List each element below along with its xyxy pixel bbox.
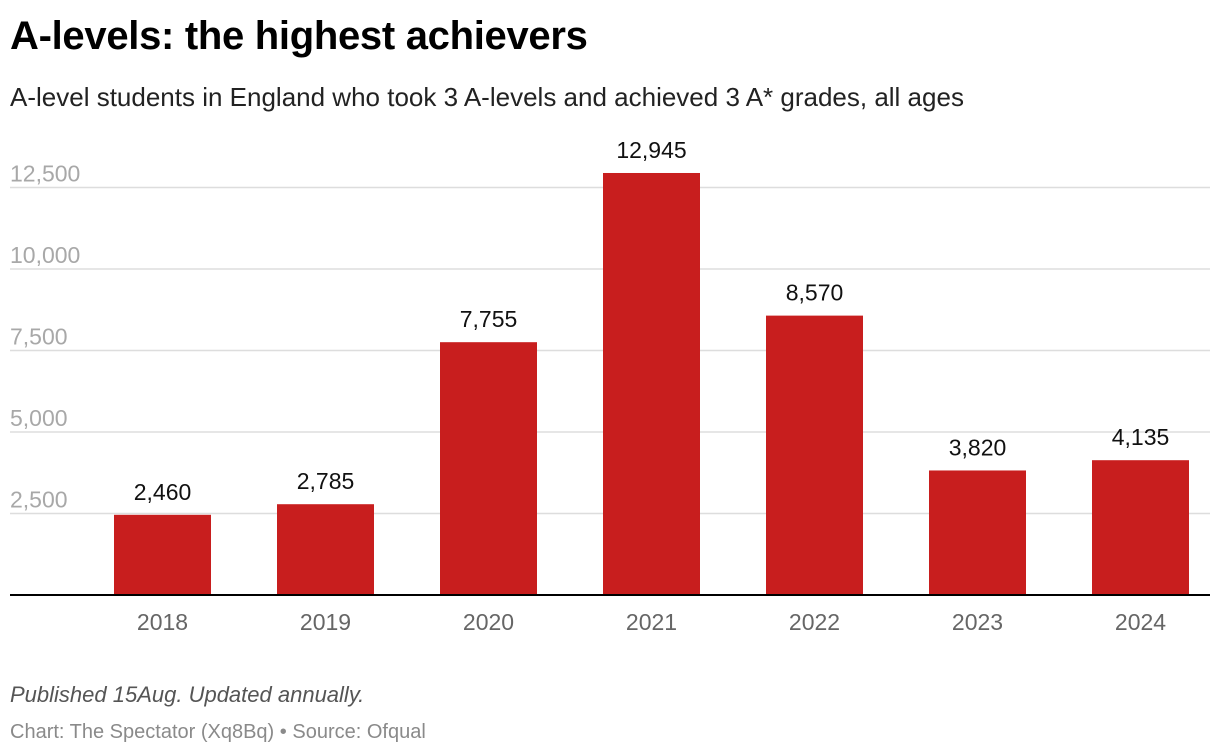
y-tick-label: 12,500 (10, 161, 80, 187)
y-tick-label: 2,500 (10, 487, 68, 513)
bar (929, 470, 1026, 595)
chart-subtitle: A-level students in England who took 3 A… (10, 82, 964, 112)
x-tick-label: 2021 (626, 609, 677, 635)
bar (114, 514, 211, 595)
data-label: 4,135 (1112, 424, 1170, 450)
bar-chart: 2,500 5,000 7,500 10,000 12,500 2,460 2018 2,78… (10, 137, 1210, 635)
bar (766, 315, 863, 595)
source-credit: Source: Ofqual (292, 721, 426, 743)
chart-title: A-levels: the highest achievers (10, 14, 588, 58)
chart-credit: Chart: The Spectator (Xq8Bq) • Source: O… (10, 718, 426, 746)
data-label: 7,755 (460, 306, 518, 332)
x-tick-label: 2018 (137, 609, 188, 635)
y-tick-label: 7,500 (10, 324, 68, 350)
x-tick-label: 2019 (300, 609, 351, 635)
y-tick-label: 10,000 (10, 242, 80, 268)
bar (440, 342, 537, 595)
y-tick-label: 5,000 (10, 405, 68, 431)
data-label: 2,460 (134, 479, 192, 505)
x-tick-label: 2024 (1115, 609, 1166, 635)
data-label: 12,945 (616, 137, 686, 163)
publication-note: Published 15Aug. Updated annually. (10, 682, 365, 707)
data-label: 8,570 (786, 280, 844, 306)
credit-separator: • (279, 721, 287, 743)
bar (1092, 460, 1189, 595)
chart-credit-text: Chart: The Spectator (Xq8Bq) (10, 721, 275, 743)
data-label: 2,785 (297, 468, 355, 494)
x-tick-label: 2022 (789, 609, 840, 635)
data-label: 3,820 (949, 434, 1007, 460)
x-tick-label: 2023 (952, 609, 1003, 635)
x-tick-label: 2020 (463, 609, 514, 635)
bar (603, 172, 700, 596)
bar (277, 504, 374, 595)
